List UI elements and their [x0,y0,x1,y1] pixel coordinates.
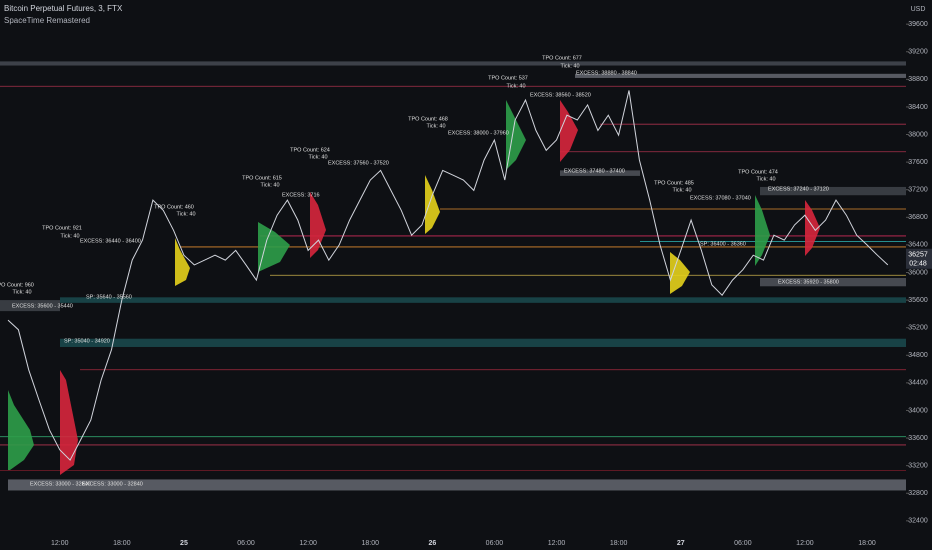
y-tick-label: 39200 [908,49,928,56]
profile [506,100,526,170]
y-tick-label: 32800 [908,490,928,497]
zone-band [560,170,640,176]
zone-band [760,186,906,196]
profiles [8,100,820,475]
x-tick-label: 06:00 [734,540,752,547]
annotation: Tick: 40 [308,154,327,160]
annotation: Tick: 40 [756,176,775,182]
annotation: SP: 35040 - 34920 [64,338,110,344]
y-tick-label: 36000 [908,269,928,276]
y-tick-label: 37200 [908,187,928,194]
annotation: Tick: 40 [672,187,691,193]
y-tick-label: 35600 [908,297,928,304]
annotation: Tick: 40 [176,211,195,217]
annotation: EXCESS: 38000 - 37960 [448,130,509,136]
zone-band [8,479,906,491]
annotation: TPO Count: 677 [542,55,582,61]
y-tick-label: 32400 [908,518,928,525]
last-price: 36257 [908,252,928,259]
annotation: EXCESS: 35600 - 35440 [12,303,73,309]
annotation: EXCESS: 3716 [282,192,320,198]
annotation: EXCESS: 33000 - 32840 [82,481,143,487]
x-tick-label: 18:00 [858,540,876,547]
annotation: EXCESS: 33000 - 32840 [30,481,91,487]
price-tag [906,248,932,269]
zone-band [60,297,906,303]
annotation: TPO Count: 537 [488,75,528,81]
x-tick-label: 26 [428,540,436,547]
y-tick-label: 36400 [908,242,928,249]
x-tick-label: 12:00 [299,540,317,547]
annotation: Tick: 40 [506,83,525,89]
profile [755,195,770,266]
y-tick-label: 39600 [908,21,928,28]
y-tick-label: 38000 [908,131,928,138]
profile [310,192,326,258]
annotation: EXCESS: 38560 - 38520 [530,92,591,98]
y-tick-label: 33600 [908,435,928,442]
annotation: TPO Count: 468 [408,116,448,122]
annotation: TPO Count: 485 [654,180,694,186]
profile [560,100,578,162]
zone-band [0,61,906,66]
y-tick-label: 35200 [908,325,928,332]
y-tick-label: 36800 [908,214,928,221]
annotation: EXCESS: 38880 - 38840 [576,70,637,76]
y-tick-label: 34400 [908,380,928,387]
y-tick-label: 38800 [908,76,928,83]
currency: USD [911,6,926,13]
countdown: 02:48 [909,261,927,268]
x-tick-label: 25 [180,540,188,547]
zone-band [0,300,60,312]
annotation: TPO Count: 624 [290,147,330,153]
annotation: Tick: 40 [560,63,579,69]
annotation: Tick: 40 [12,289,31,295]
zone-band [760,278,906,287]
annotation: Tick: 40 [260,182,279,188]
y-tick-label: 34000 [908,407,928,414]
x-tick-label: 12:00 [548,540,566,547]
annotation: TPO Count: 921 [42,225,82,231]
annotation: TPO Count: 960 [0,282,34,288]
price-axis [906,0,932,550]
price-line [7,90,889,461]
x-tick-label: 06:00 [237,540,255,547]
x-tick-label: 18:00 [361,540,379,547]
annotation: Tick: 40 [60,233,79,239]
annotation: TPO Count: 615 [242,175,282,181]
annotation: EXCESS: 37480 - 37400 [564,168,625,174]
profile [425,175,440,234]
y-tick-label: 34800 [908,352,928,359]
y-tick-label: 33200 [908,462,928,469]
indicator-name: SpaceTime Remastered [4,16,90,25]
y-tick-label: 38400 [908,104,928,111]
profile [670,252,690,294]
annotation: EXCESS: 35920 - 35800 [778,279,839,285]
x-tick-label: 12:00 [796,540,814,547]
annotation: EXCESS: 37080 - 37040 [690,195,751,201]
y-tick-label: 37600 [908,159,928,166]
zone-band [575,73,906,78]
zone-band [60,338,906,347]
x-tick-label: 06:00 [486,540,504,547]
annotation: Tick: 40 [426,123,445,129]
x-tick-label: 27 [677,540,685,547]
profile [805,200,820,256]
profile [258,222,290,272]
annotation: SP: 35640 - 35560 [86,294,132,300]
profile [60,370,78,475]
symbol-title: Bitcoin Perpetual Futures, 3, FTX [4,4,123,13]
profile [8,390,34,470]
annotation: SP: 36400 - 36360 [700,241,746,247]
annotation: EXCESS: 37240 - 37120 [768,186,829,192]
profile [175,238,190,286]
x-tick-label: 12:00 [51,540,69,547]
annotation: TPO Count: 474 [738,169,778,175]
annotation: EXCESS: 36440 - 36400 [80,238,141,244]
x-tick-label: 18:00 [113,540,131,547]
annotation: EXCESS: 37560 - 37520 [328,160,389,166]
x-tick-label: 18:00 [610,540,628,547]
annotation: TPO Count: 460 [154,204,194,210]
